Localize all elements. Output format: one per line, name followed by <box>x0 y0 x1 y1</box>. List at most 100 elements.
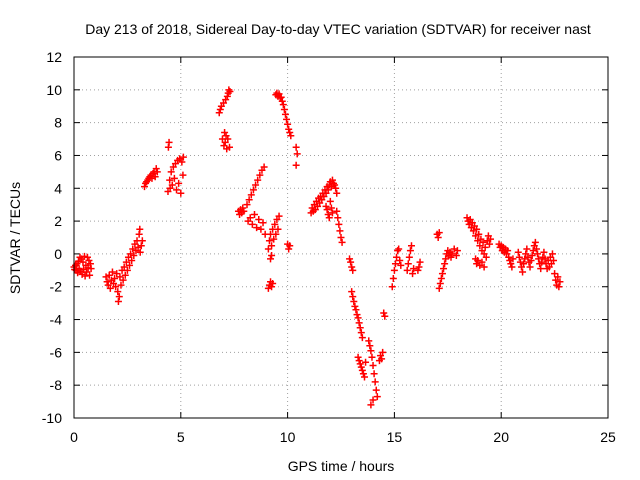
data-point <box>216 106 224 114</box>
data-point <box>252 181 260 189</box>
data-point <box>526 263 534 271</box>
data-point <box>485 240 493 248</box>
data-point <box>278 97 286 105</box>
data-point <box>215 109 223 117</box>
data-point <box>272 230 280 238</box>
data-point <box>508 263 516 271</box>
data-point <box>349 266 357 274</box>
data-point <box>277 93 285 101</box>
data-point <box>407 242 415 250</box>
data-point <box>112 283 120 291</box>
data-point <box>436 279 444 287</box>
data-point <box>514 248 522 256</box>
data-point <box>357 363 365 371</box>
data-point <box>478 258 486 266</box>
data-point <box>270 235 278 243</box>
data-point <box>259 219 267 227</box>
data-point <box>359 370 367 378</box>
data-point <box>414 266 422 274</box>
data-point <box>128 256 136 264</box>
data-point <box>113 270 121 278</box>
data-point <box>507 260 515 268</box>
data-point <box>324 211 332 219</box>
data-point <box>178 158 186 166</box>
data-point <box>473 225 481 233</box>
data-point <box>333 207 341 215</box>
data-point <box>476 242 484 250</box>
data-points <box>70 86 564 409</box>
data-point <box>334 214 342 222</box>
y-tick-label: -6 <box>50 344 63 360</box>
data-point <box>348 263 356 271</box>
data-point <box>349 293 357 301</box>
data-point <box>111 275 119 283</box>
data-point <box>255 215 263 223</box>
data-point <box>328 176 336 184</box>
data-point <box>243 201 251 209</box>
data-point <box>532 245 540 253</box>
data-point <box>248 220 256 228</box>
data-point <box>367 347 375 355</box>
data-point <box>136 248 144 256</box>
data-point <box>369 396 377 404</box>
data-point <box>167 168 175 176</box>
data-point <box>281 110 289 118</box>
data-point <box>524 253 532 261</box>
data-point <box>523 245 531 253</box>
data-point <box>223 92 231 100</box>
data-point <box>519 268 527 276</box>
data-point <box>123 266 131 274</box>
data-point <box>362 358 370 366</box>
y-tick-label: 6 <box>54 147 62 163</box>
data-point <box>435 229 443 237</box>
y-tick-label: 8 <box>54 115 62 131</box>
data-point <box>254 176 262 184</box>
data-point <box>175 179 183 187</box>
data-point <box>83 253 91 261</box>
data-point <box>267 255 275 263</box>
data-point <box>354 314 362 322</box>
y-tick-label: 0 <box>54 246 62 262</box>
data-point <box>103 278 111 286</box>
y-tick-label: -4 <box>50 312 63 328</box>
data-point <box>480 263 488 271</box>
data-point <box>351 302 359 310</box>
data-point <box>556 278 564 286</box>
data-point <box>284 120 292 128</box>
data-point <box>348 288 356 296</box>
data-point <box>337 234 345 241</box>
data-point <box>550 256 558 264</box>
data-point <box>331 181 339 189</box>
data-point <box>136 225 144 233</box>
y-tick-label: 10 <box>46 82 62 98</box>
data-point <box>479 238 487 246</box>
x-tick-label: 5 <box>177 429 185 445</box>
data-point <box>152 165 160 173</box>
data-point <box>151 173 159 181</box>
data-point <box>373 393 381 401</box>
data-point <box>555 283 563 291</box>
data-point <box>354 353 362 361</box>
data-point <box>153 168 161 176</box>
data-point <box>440 265 448 273</box>
data-point <box>535 255 543 263</box>
grid <box>74 57 608 418</box>
data-point <box>527 256 535 264</box>
data-point <box>249 186 257 194</box>
data-point <box>85 256 93 264</box>
data-point <box>406 247 414 255</box>
data-point <box>170 174 178 182</box>
x-tick-label: 15 <box>387 429 403 445</box>
x-tick-label: 25 <box>600 429 616 445</box>
data-point <box>165 138 173 146</box>
data-point <box>360 373 368 381</box>
data-point <box>515 253 523 261</box>
data-point <box>106 284 114 292</box>
data-point <box>285 245 293 253</box>
data-point <box>332 184 340 192</box>
data-point <box>333 189 341 197</box>
x-tick-labels: 0 5 10 15 20 25 <box>70 429 616 445</box>
data-point <box>528 252 536 260</box>
data-point <box>120 263 128 271</box>
